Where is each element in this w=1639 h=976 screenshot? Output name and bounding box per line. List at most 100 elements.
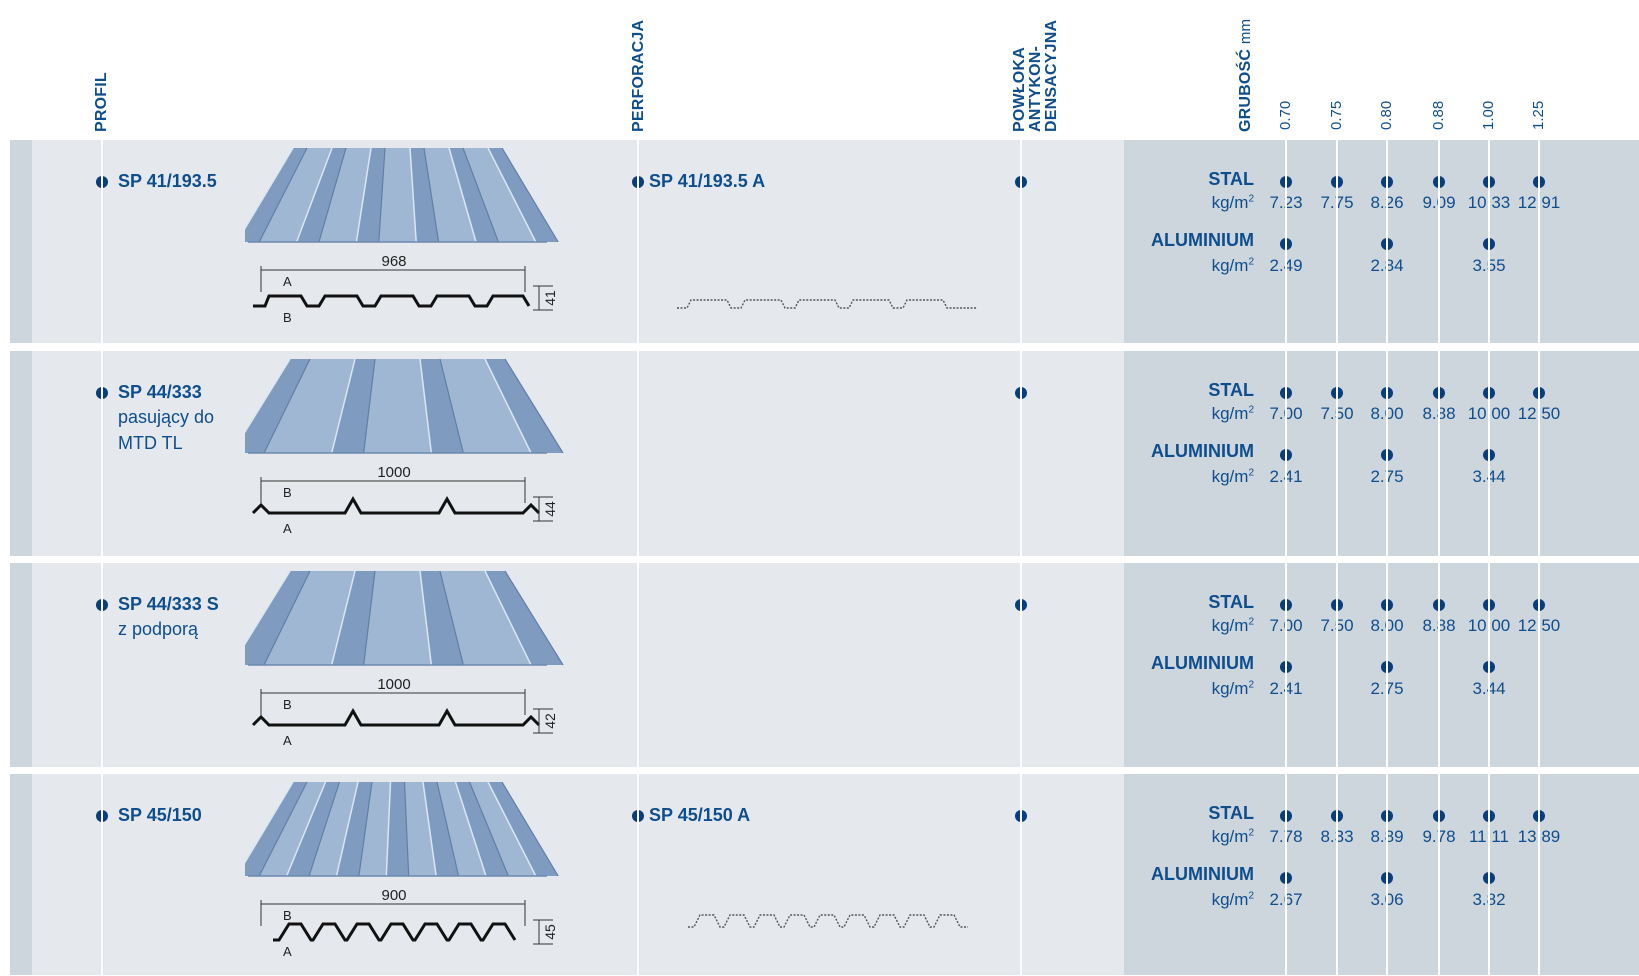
thickness-header: 1.00 xyxy=(1480,100,1497,130)
header-grubosc: GRUBOŚĆ mm xyxy=(1237,18,1254,132)
header-profil: PROFIL xyxy=(93,72,110,132)
unit-label: kg/m xyxy=(1211,404,1249,423)
header-perforacja: PERFORACJA xyxy=(630,19,647,132)
profile-name: SP 45/150 xyxy=(118,805,202,825)
profile-side-a-label: B xyxy=(283,485,292,500)
row-left-strip xyxy=(10,563,32,767)
stal-label: STAL xyxy=(1208,380,1254,400)
stal-unit: kg/m2 xyxy=(1114,827,1254,847)
stal-label: STAL xyxy=(1208,169,1254,189)
unit-exponent: 2 xyxy=(1248,827,1254,839)
profile-sheet-illustration xyxy=(245,147,559,243)
unit-label: kg/m xyxy=(1211,890,1249,909)
profile-sheet-illustration xyxy=(245,570,564,666)
aluminium-label: ALUMINIUM xyxy=(1151,864,1254,884)
row-left-strip xyxy=(10,140,32,343)
profile-width-label: 1000 xyxy=(377,464,410,481)
profile-side-b-label: B xyxy=(283,310,292,325)
unit-label: kg/m xyxy=(1211,467,1249,486)
column-divider xyxy=(637,140,639,975)
profile-side-b-label: A xyxy=(283,521,292,536)
stal-label: STAL xyxy=(1208,803,1254,823)
perforation-profile-drawing xyxy=(677,299,977,309)
unit-exponent: 2 xyxy=(1248,404,1254,416)
unit-label: kg/m xyxy=(1211,193,1249,212)
aluminium-label: ALUMINIUM xyxy=(1151,653,1254,673)
thickness-divider xyxy=(1438,140,1440,975)
perforation-illustration xyxy=(688,914,968,928)
stal-unit: kg/m2 xyxy=(1114,404,1254,424)
profile-subtitle: z podporą xyxy=(118,619,199,639)
profile-height-label: 44 xyxy=(542,501,558,517)
unit-exponent: 2 xyxy=(1248,256,1254,268)
unit-exponent: 2 xyxy=(1248,890,1254,902)
profile-name: SP 44/333 S xyxy=(118,594,219,614)
aluminium-unit: kg/m2 xyxy=(1114,467,1254,487)
profile-section-drawing: 1000 44 B A xyxy=(251,464,558,536)
aluminium-unit: kg/m2 xyxy=(1114,256,1254,276)
profile-side-b-label: A xyxy=(283,733,292,748)
unit-label: kg/m xyxy=(1211,256,1249,275)
header-powloka-2: ANTYKON- xyxy=(1027,45,1044,132)
thickness-divider xyxy=(1538,140,1540,975)
profile-width-label: 900 xyxy=(381,887,406,904)
perforation-profile-drawing xyxy=(688,914,968,928)
thickness-divider xyxy=(1488,140,1490,975)
profile-name: SP 44/333 xyxy=(118,382,202,402)
thickness-divider xyxy=(1285,140,1287,975)
profile-section-drawing: 1000 42 B A xyxy=(251,676,558,748)
thickness-header: 0.75 xyxy=(1328,100,1345,130)
unit-label: kg/m xyxy=(1211,827,1249,846)
profile-height-label: 42 xyxy=(542,713,558,729)
profile-subtitle: MTD TL xyxy=(118,433,183,453)
unit-label: kg/m xyxy=(1211,616,1249,635)
row-left-strip xyxy=(10,351,32,556)
row-left-strip xyxy=(10,774,32,975)
thickness-divider xyxy=(1336,140,1338,975)
stal-unit: kg/m2 xyxy=(1114,193,1254,213)
profile-subtitle: pasujący do xyxy=(118,407,215,427)
header-powloka-3: DENSACYJNA xyxy=(1043,19,1060,132)
header-powloka-1: POWŁOKA xyxy=(1011,47,1028,132)
profile-illustration: 1000 42 B A xyxy=(245,570,564,748)
profile-height-label: 45 xyxy=(542,924,558,940)
profile-name: SP 41/193.5 xyxy=(118,171,217,191)
perforation-illustration xyxy=(677,299,977,309)
profile-illustration: 968 41 A B xyxy=(245,147,559,325)
column-divider xyxy=(101,140,103,975)
aluminium-label: ALUMINIUM xyxy=(1151,230,1254,250)
stal-unit: kg/m2 xyxy=(1114,616,1254,636)
profile-side-a-label: B xyxy=(283,908,292,923)
unit-exponent: 2 xyxy=(1248,616,1254,628)
unit-exponent: 2 xyxy=(1248,193,1254,205)
thickness-divider xyxy=(1386,140,1388,975)
perforation-name: SP 41/193.5 A xyxy=(649,171,766,191)
aluminium-unit: kg/m2 xyxy=(1114,890,1254,910)
profile-height-label: 41 xyxy=(542,290,558,306)
aluminium-unit: kg/m2 xyxy=(1114,679,1254,699)
unit-exponent: 2 xyxy=(1248,467,1254,479)
profile-sheet-illustration xyxy=(245,781,559,877)
column-divider xyxy=(1020,140,1022,975)
profile-section-drawing: 900 45 B A xyxy=(260,887,558,959)
profile-sheet-illustration xyxy=(245,358,564,454)
profile-illustration: 1000 44 B A xyxy=(245,358,564,536)
stal-label: STAL xyxy=(1208,592,1254,612)
profile-width-label: 1000 xyxy=(377,676,410,693)
unit-label: kg/m xyxy=(1211,679,1249,698)
thickness-header: 1.25 xyxy=(1530,100,1547,130)
profile-section-drawing: 968 41 A B xyxy=(253,253,558,325)
profile-illustration: 900 45 B A xyxy=(245,781,559,959)
unit-exponent: 2 xyxy=(1248,679,1254,691)
profile-width-label: 968 xyxy=(381,253,406,270)
thickness-header: 0.88 xyxy=(1430,100,1447,130)
aluminium-label: ALUMINIUM xyxy=(1151,441,1254,461)
profile-side-a-label: B xyxy=(283,697,292,712)
thickness-header: 0.70 xyxy=(1277,100,1294,130)
profile-side-b-label: A xyxy=(283,944,292,959)
header-grubosc-unit: mm xyxy=(1237,18,1254,45)
profile-side-a-label: A xyxy=(283,274,292,289)
perforation-name: SP 45/150 A xyxy=(649,805,751,825)
header-grubosc-label: GRUBOŚĆ xyxy=(1237,48,1254,132)
thickness-header: 0.80 xyxy=(1378,100,1395,130)
